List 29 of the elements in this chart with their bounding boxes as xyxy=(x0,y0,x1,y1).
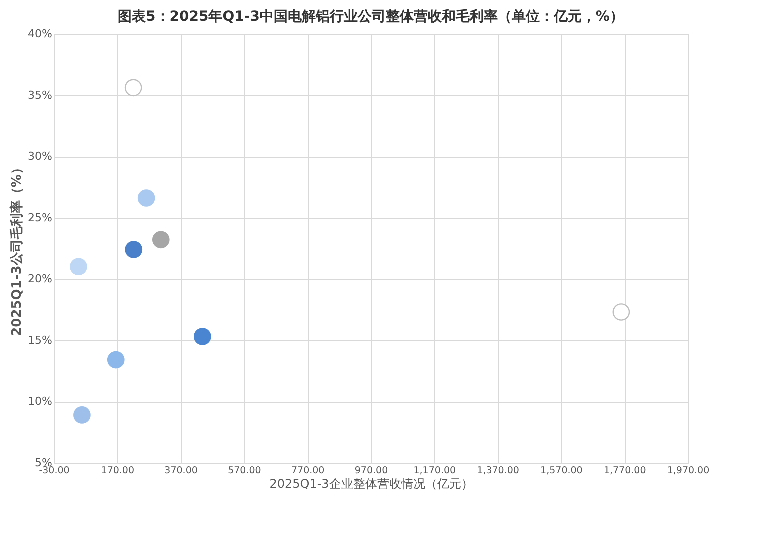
x-tick-label: 1,970.00 xyxy=(667,466,710,476)
y-tick-label: 40% xyxy=(28,28,52,40)
y-tick-label: 10% xyxy=(28,395,52,408)
x-tick-label: 370.00 xyxy=(164,466,198,476)
chart-title: 图表5：2025年Q1-3中国电解铝行业公司整体营收和毛利率（单位：亿元，%） xyxy=(118,8,624,25)
y-tick-label: 35% xyxy=(28,88,52,102)
point xyxy=(107,351,125,369)
point xyxy=(74,406,91,424)
x-tick-label: 170.00 xyxy=(101,466,135,476)
point xyxy=(612,304,630,321)
point xyxy=(194,328,212,346)
x-tick-label: 1,770.00 xyxy=(604,466,646,476)
x-tick-label: 1,570.00 xyxy=(540,466,583,476)
y-tick-label: 25% xyxy=(28,211,52,224)
y-tick-label: 30% xyxy=(28,150,52,164)
x-tick-label: 1,170.00 xyxy=(414,466,456,476)
y-tick-label: 15% xyxy=(28,334,52,347)
y-axis-title: 2025Q1-3公司毛利率（%） xyxy=(9,162,26,336)
x-tick-label: 970.00 xyxy=(354,466,388,476)
x-tick-label: 770.00 xyxy=(291,466,325,476)
x-tick-label: 570.00 xyxy=(228,466,262,476)
point xyxy=(70,258,88,276)
point xyxy=(125,241,143,258)
y-tick-label: 20% xyxy=(28,272,52,286)
point xyxy=(138,190,156,207)
x-axis-title: 2025Q1-3企业整体营收情况（亿元） xyxy=(270,477,474,491)
point xyxy=(152,231,170,249)
point xyxy=(124,79,142,97)
x-tick-label: 1,370.00 xyxy=(477,466,520,476)
